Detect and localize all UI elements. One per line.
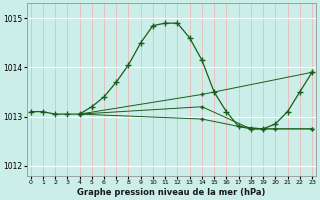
X-axis label: Graphe pression niveau de la mer (hPa): Graphe pression niveau de la mer (hPa) — [77, 188, 266, 197]
